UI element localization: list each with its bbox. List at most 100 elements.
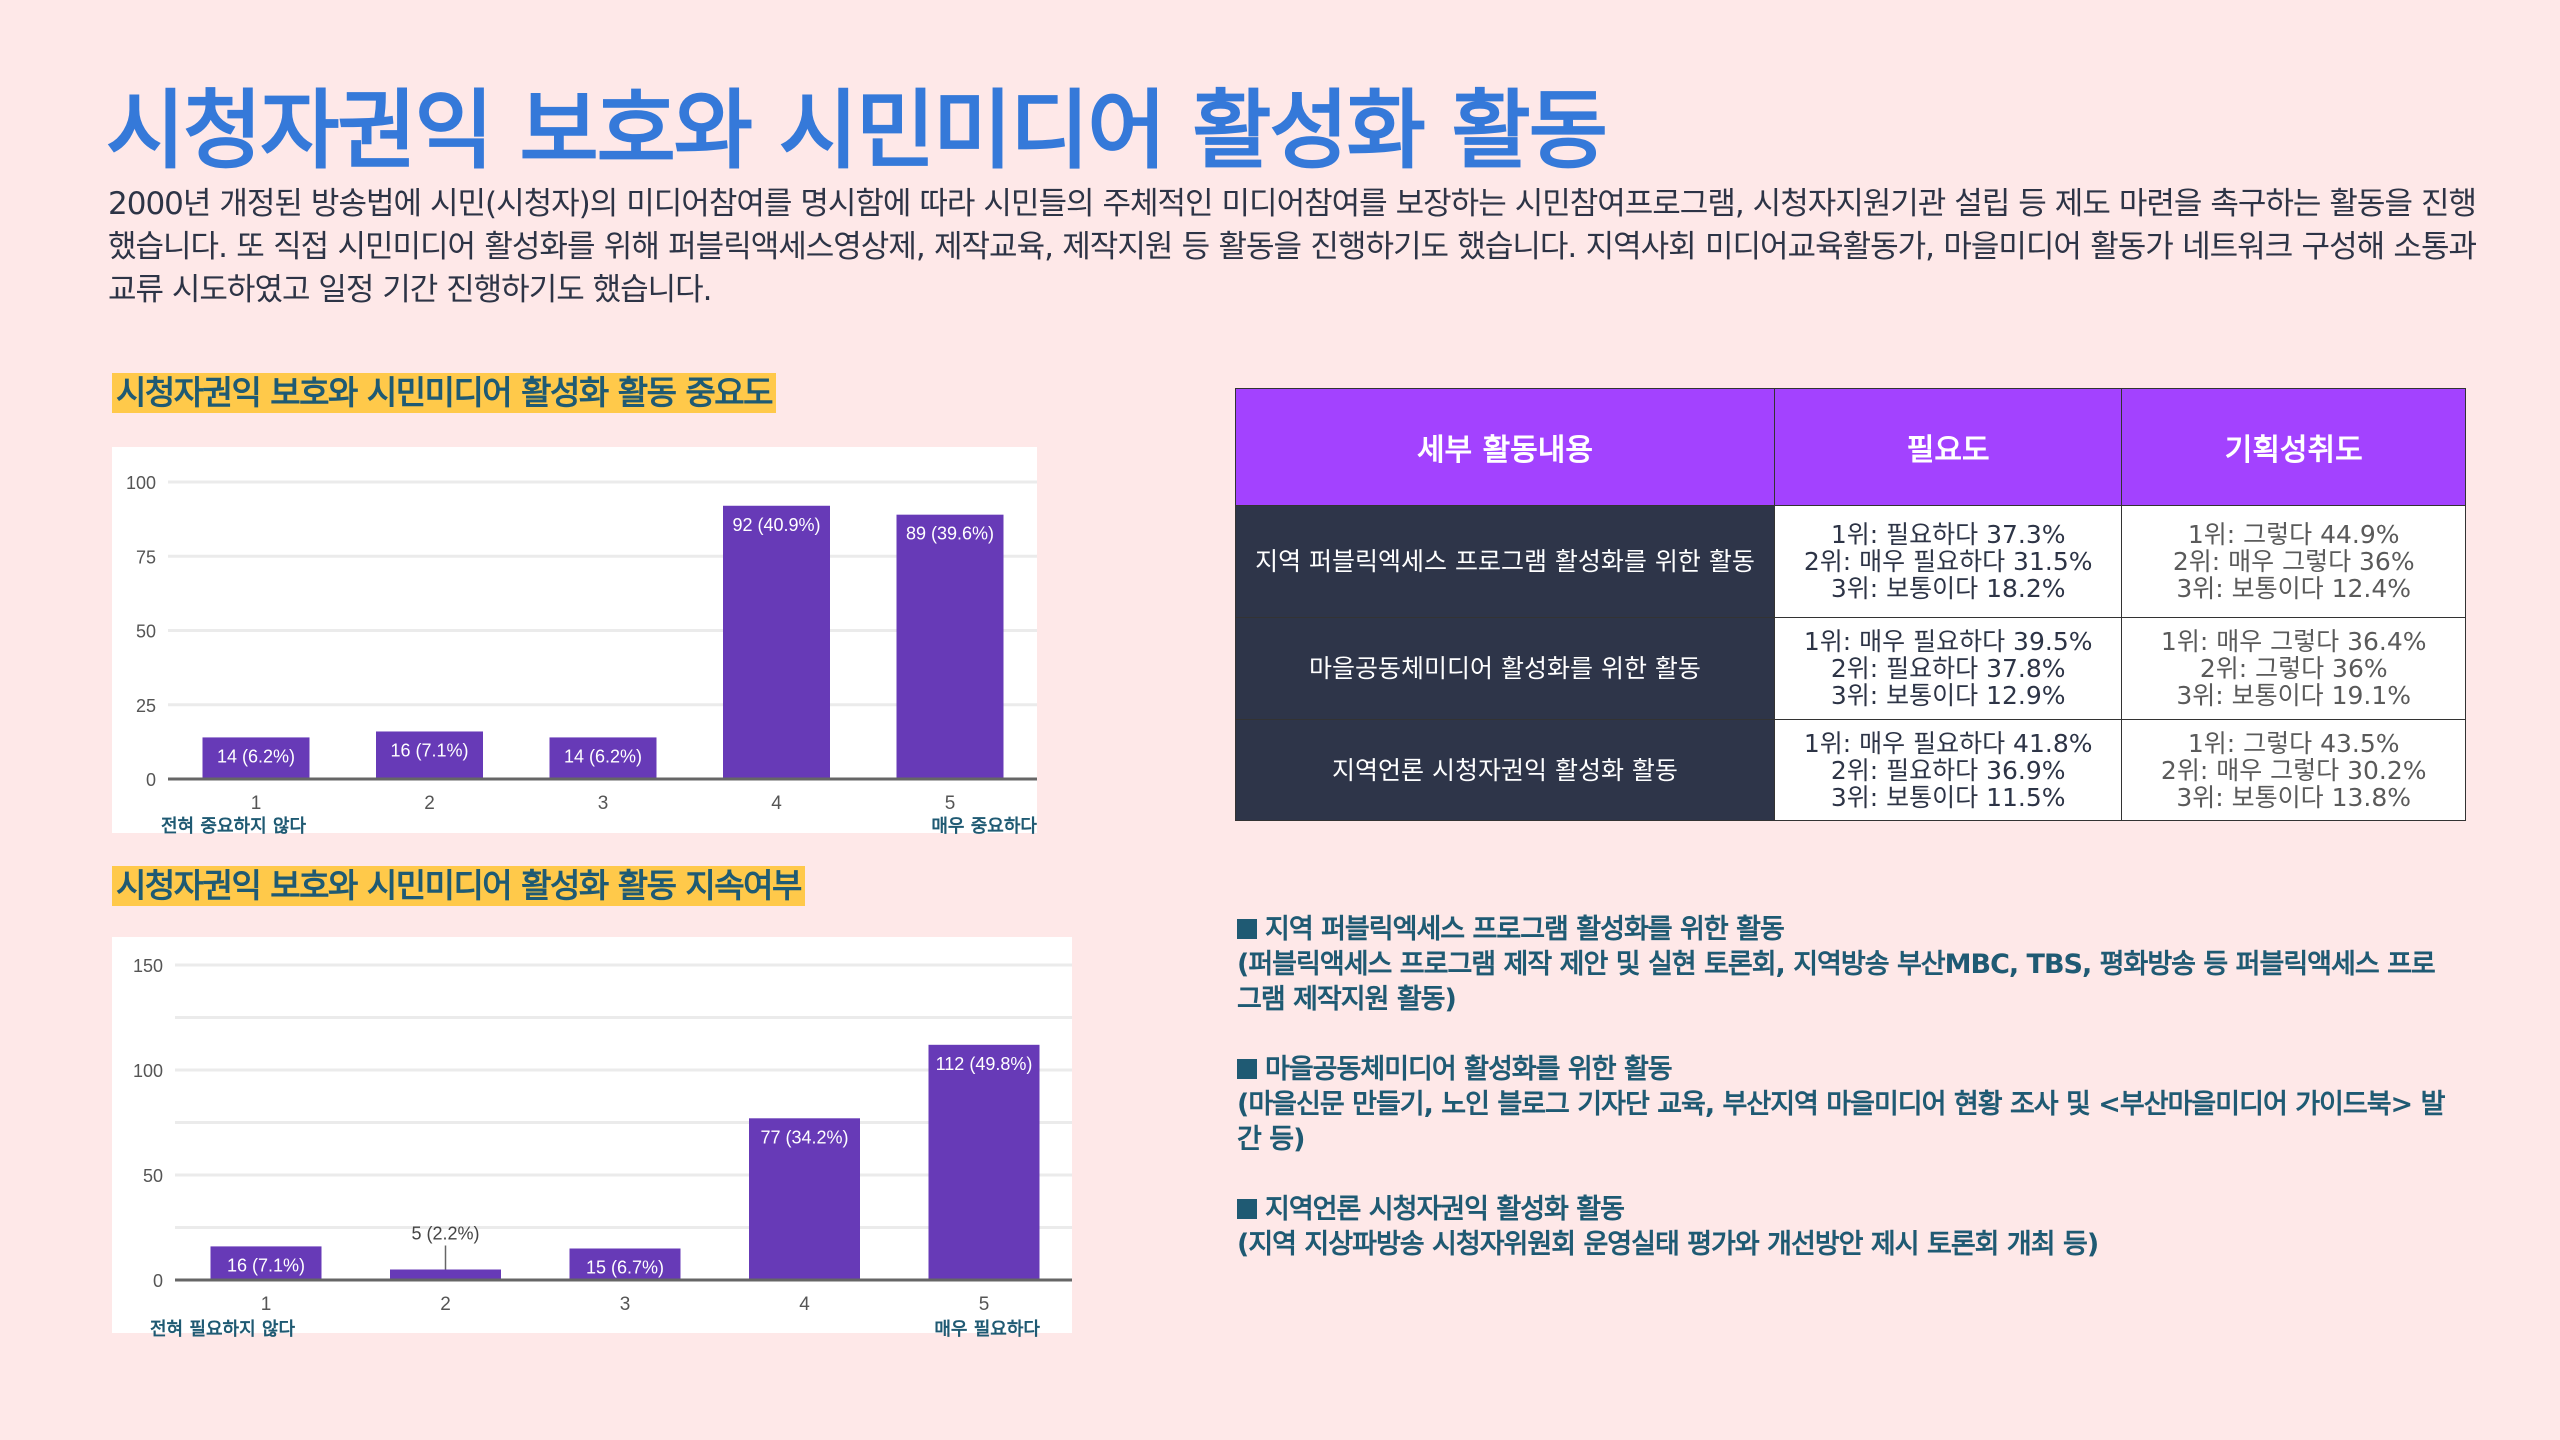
data-label: 16 (7.1%) bbox=[227, 1255, 305, 1275]
chart-svg: 0 50 100 150 16 (7.1%) 1 5 (2.2%) 2 15 (6.7%) 3 77… bbox=[133, 956, 1072, 1315]
need-cell-line: 1위: 매우 필요하다 39.5% bbox=[1803, 627, 2093, 656]
y-tick-label: 0 bbox=[146, 770, 156, 790]
bullet-item: 마을공동체미디어 활성화를 위한 활동 (마을신문 만들기, 노인 블로그 기자단… bbox=[1237, 1052, 2447, 1157]
square-bullet-icon bbox=[1237, 1059, 1257, 1079]
bar bbox=[376, 731, 483, 779]
need-cell-line: 2위: 필요하다 36.9% bbox=[1830, 755, 2066, 785]
header-need: 필요도 bbox=[1773, 388, 2123, 506]
table-row: 지역 퍼블릭엑세스 프로그램 활성화를 위한 활동 1위: 필요하다 37.3% 2… bbox=[1235, 505, 2466, 618]
activity-name: 지역 퍼블릭엑세스 프로그램 활성화를 위한 활동 bbox=[1235, 505, 1775, 618]
achievement-cell-line: 2위: 그렇다 36% bbox=[2199, 654, 2388, 683]
y-tick-label: 25 bbox=[136, 696, 156, 716]
header-activity: 세부 활동내용 bbox=[1235, 388, 1775, 506]
bar bbox=[749, 1118, 860, 1280]
achievement-cell: 1위: 그렇다 44.9% 2위: 매우 그렇다 36% 3위: 보통이다 12.4… bbox=[2121, 505, 2466, 618]
achievement-cell-line: 2위: 매우 그렇다 36% bbox=[2172, 547, 2415, 576]
need-cell-line: 3위: 보통이다 11.5% bbox=[1830, 782, 2066, 812]
chart2-low-label: 전혀 필요하지 않다 bbox=[150, 1319, 296, 1340]
x-tick-label: 5 bbox=[979, 1294, 990, 1315]
achievement-cell: 1위: 그렇다 43.5% 2위: 매우 그렇다 30.2% 3위: 보통이다 13… bbox=[2121, 719, 2466, 821]
bullet-item: 지역 퍼블릭엑세스 프로그램 활성화를 위한 활동 (퍼블릭액세스 프로그램 제작… bbox=[1237, 912, 2447, 1017]
importance-chart: 0 25 50 75 100 14 (6.2%) 1 16 (7.1%) 2 14 (6.2%) 3… bbox=[112, 447, 1037, 837]
need-cell: 1위: 매우 필요하다 39.5% 2위: 필요하다 37.8% 3위: 보통이다 … bbox=[1773, 617, 2123, 720]
x-tick-label: 4 bbox=[799, 1294, 810, 1315]
chart2-title: 시청자권익 보호와 시민미디어 활성화 활동 지속여부 bbox=[112, 866, 805, 906]
square-bullet-icon bbox=[1237, 1199, 1257, 1219]
bullet-heading: 지역언론 시청자권익 활성화 활동 bbox=[1237, 1192, 2447, 1227]
bullet-heading: 지역 퍼블릭엑세스 프로그램 활성화를 위한 활동 bbox=[1237, 912, 2447, 947]
activity-name-line: 지역언론 시청자권익 활성화 활동 bbox=[1332, 755, 1678, 785]
data-label: 14 (6.2%) bbox=[564, 746, 642, 766]
y-tick-label: 75 bbox=[136, 547, 156, 567]
bar bbox=[202, 737, 310, 779]
page-title: 시청자권익 보호와 시민미디어 활성화 활동 bbox=[106, 81, 1608, 181]
data-label: 15 (6.7%) bbox=[586, 1258, 664, 1278]
need-cell-line: 2위: 매우 필요하다 31.5% bbox=[1803, 547, 2093, 576]
data-label: 16 (7.1%) bbox=[390, 740, 468, 760]
x-tick-label: 2 bbox=[440, 1294, 451, 1315]
bar bbox=[896, 514, 1004, 779]
activity-name: 마을공동체미디어 활성화를 위한 활동 bbox=[1235, 617, 1775, 720]
data-label: 77 (34.2%) bbox=[760, 1127, 848, 1147]
table-row: 지역언론 시청자권익 활성화 활동 1위: 매우 필요하다 41.8% 2위: 필요… bbox=[1235, 719, 2466, 821]
achievement-cell-line: 1위: 그렇다 43.5% bbox=[2187, 728, 2400, 758]
activity-name-line: 마을공동체미디어 활성화를 위한 활동 bbox=[1309, 654, 1701, 683]
bar bbox=[390, 1269, 501, 1280]
achievement-cell: 1위: 매우 그렇다 36.4% 2위: 그렇다 36% 3위: 보통이다 19.1… bbox=[2121, 617, 2466, 720]
data-label: 89 (39.6%) bbox=[906, 524, 994, 544]
data-label: 14 (6.2%) bbox=[217, 746, 295, 766]
achievement-cell-line: 1위: 그렇다 44.9% bbox=[2187, 520, 2400, 549]
chart1-low-label: 전혀 중요하지 않다 bbox=[161, 816, 307, 837]
y-tick-label: 100 bbox=[126, 473, 156, 493]
x-tick-label: 1 bbox=[251, 793, 262, 814]
bullet-heading-text: 지역언론 시청자권익 활성화 활동 bbox=[1265, 1194, 1625, 1225]
achievement-cell-line: 3위: 보통이다 19.1% bbox=[2176, 681, 2412, 710]
square-bullet-icon bbox=[1237, 919, 1257, 939]
y-tick-label: 0 bbox=[153, 1271, 163, 1291]
need-cell-line: 3위: 보통이다 12.9% bbox=[1830, 681, 2066, 710]
bullet-item: 지역언론 시청자권익 활성화 활동 (지역 지상파방송 시청자위원회 운영실태 평… bbox=[1237, 1192, 2447, 1262]
x-tick-label: 5 bbox=[945, 793, 956, 814]
bullet-heading-text: 지역 퍼블릭엑세스 프로그램 활성화를 위한 활동 bbox=[1265, 914, 1785, 945]
chart1-high-label: 매우 중요하다 bbox=[931, 816, 1037, 837]
achievement-cell-line: 3위: 보통이다 13.8% bbox=[2176, 782, 2412, 812]
data-label: 112 (49.8%) bbox=[936, 1054, 1033, 1074]
y-tick-label: 150 bbox=[133, 956, 163, 976]
bullet-detail: (지역 지상파방송 시청자위원회 운영실태 평가와 개선방안 제시 토론회 개최… bbox=[1237, 1229, 2099, 1260]
achievement-cell-line: 2위: 매우 그렇다 30.2% bbox=[2160, 755, 2427, 785]
chart-svg: 0 25 50 75 100 14 (6.2%) 1 16 (7.1%) 2 14 (6.2%) 3… bbox=[126, 473, 1037, 814]
bar bbox=[210, 1246, 322, 1280]
need-cell: 1위: 필요하다 37.3% 2위: 매우 필요하다 31.5% 3위: 보통이다 … bbox=[1773, 505, 2123, 618]
need-cell-line: 1위: 매우 필요하다 41.8% bbox=[1803, 728, 2093, 758]
table-row: 마을공동체미디어 활성화를 위한 활동 1위: 매우 필요하다 39.5% 2위: … bbox=[1235, 617, 2466, 720]
need-cell: 1위: 매우 필요하다 41.8% 2위: 필요하다 36.9% 3위: 보통이다 … bbox=[1773, 719, 2123, 821]
continuation-chart: 0 50 100 150 16 (7.1%) 1 5 (2.2%) 2 15 (6.7%) 3 77… bbox=[112, 937, 1072, 1340]
bullet-heading: 마을공동체미디어 활성화를 위한 활동 bbox=[1237, 1052, 2447, 1087]
activity-name: 지역언론 시청자권익 활성화 활동 bbox=[1235, 719, 1775, 821]
x-tick-label: 4 bbox=[771, 793, 782, 814]
bullet-detail: (마을신문 만들기, 노인 블로그 기자단 교육, 부산지역 마을미디어 현황 … bbox=[1237, 1089, 2445, 1155]
header-achievement: 기획성취도 bbox=[2121, 388, 2466, 506]
x-tick-label: 3 bbox=[598, 793, 609, 814]
bullet-detail: (퍼블릭액세스 프로그램 제작 제안 및 실현 토론회, 지역방송 부산MBC,… bbox=[1237, 949, 2436, 1015]
y-tick-label: 50 bbox=[143, 1166, 163, 1186]
data-label: 92 (40.9%) bbox=[732, 515, 820, 535]
need-cell-line: 3위: 보통이다 18.2% bbox=[1830, 574, 2066, 603]
x-tick-label: 3 bbox=[620, 1294, 631, 1315]
need-cell-line: 2위: 필요하다 37.8% bbox=[1830, 654, 2066, 683]
activity-details: 지역 퍼블릭엑세스 프로그램 활성화를 위한 활동 (퍼블릭액세스 프로그램 제작… bbox=[1237, 912, 2447, 1297]
x-tick-label: 1 bbox=[261, 1294, 272, 1315]
x-tick-label: 2 bbox=[424, 793, 435, 814]
achievement-cell-line: 3위: 보통이다 12.4% bbox=[2176, 574, 2412, 603]
bar bbox=[549, 737, 657, 779]
activity-name-line: 지역 퍼블릭엑세스 프로그램 활성화를 위한 활동 bbox=[1255, 547, 1755, 576]
chart2-high-label: 매우 필요하다 bbox=[934, 1319, 1040, 1340]
bar bbox=[569, 1248, 681, 1280]
activity-table: 세부 활동내용 필요도 기획성취도 지역 퍼블릭엑세스 프로그램 활성화를 위한… bbox=[1235, 388, 2466, 821]
bar bbox=[928, 1044, 1040, 1280]
chart1-title: 시청자권익 보호와 시민미디어 활성화 활동 중요도 bbox=[112, 373, 777, 413]
bullet-heading-text: 마을공동체미디어 활성화를 위한 활동 bbox=[1265, 1054, 1673, 1085]
achievement-cell-line: 1위: 매우 그렇다 36.4% bbox=[2160, 627, 2427, 656]
y-tick-label: 100 bbox=[133, 1061, 163, 1081]
need-cell-line: 1위: 필요하다 37.3% bbox=[1830, 520, 2066, 549]
